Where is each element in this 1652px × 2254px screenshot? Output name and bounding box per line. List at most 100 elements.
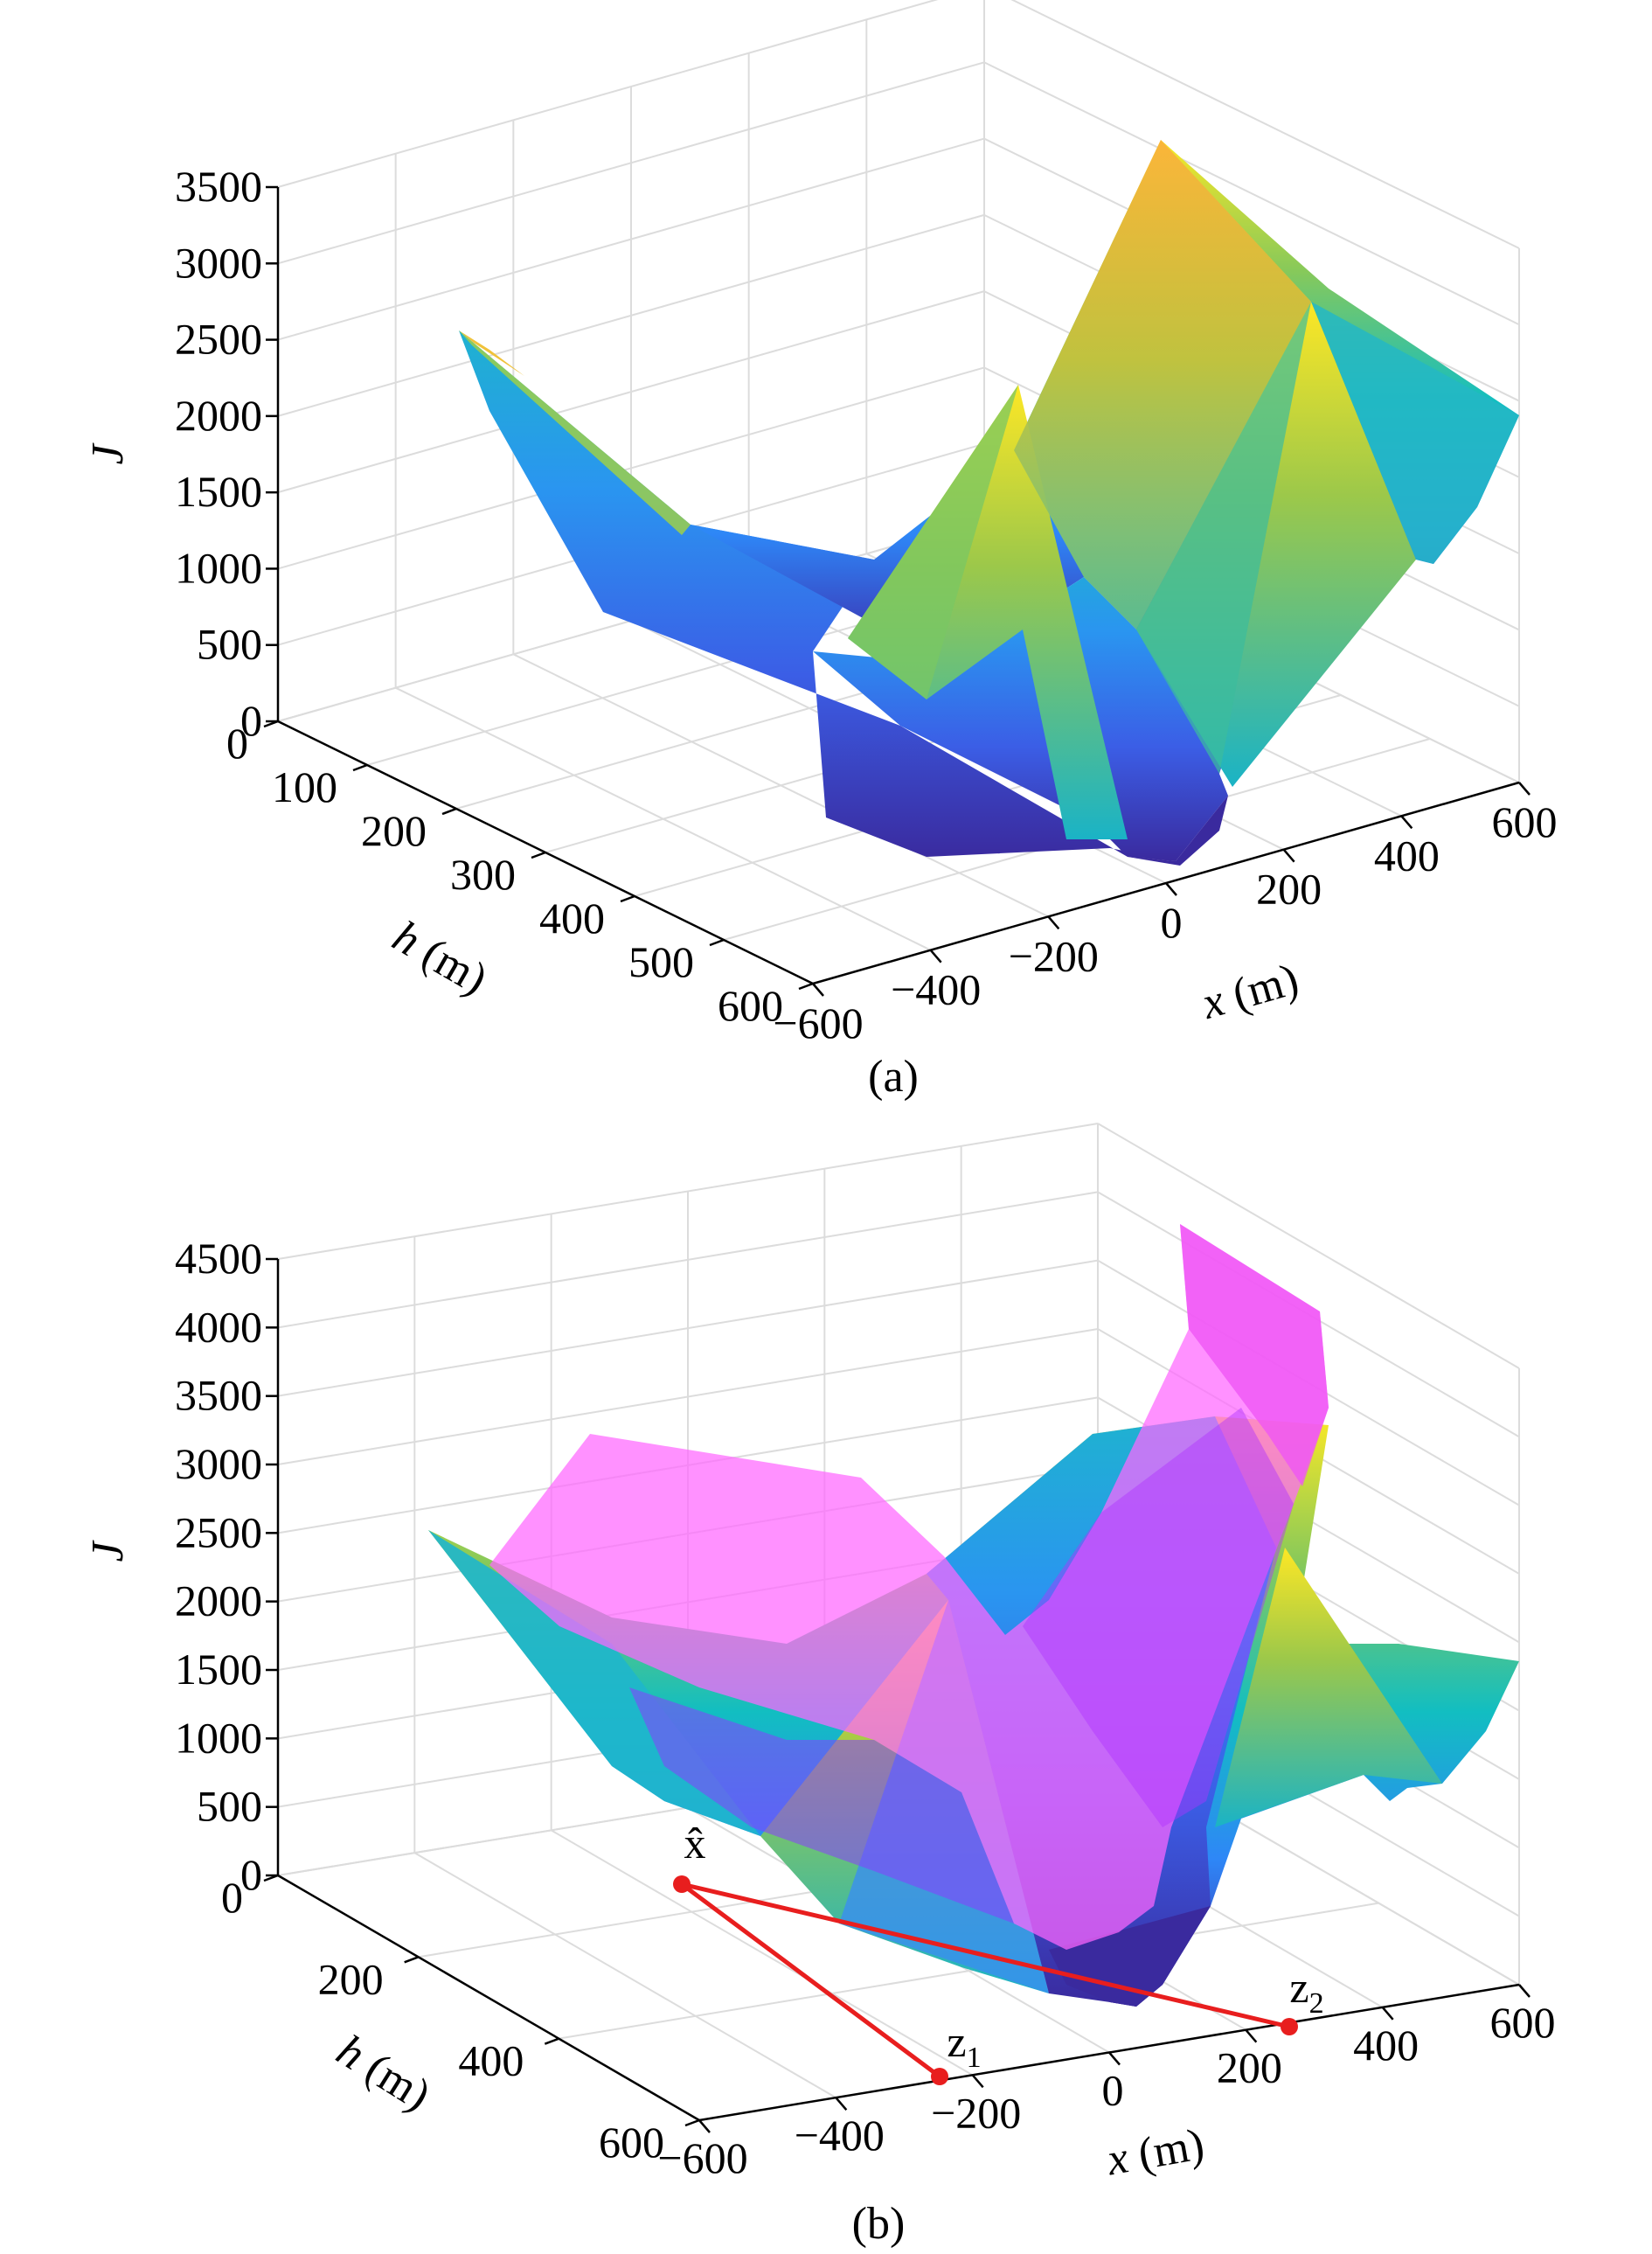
h-tick-mark [531, 851, 546, 859]
z-tick-label: 500 [197, 1782, 262, 1831]
h-ticks-a: 0 100 200 300 400 500 600 [226, 719, 814, 1030]
x-tick-mark [698, 2119, 711, 2133]
x-tick-mark [835, 2097, 848, 2111]
z-tick-label: 4000 [175, 1302, 262, 1351]
surface-a-peak-1-face [848, 385, 1018, 699]
h-tick-label: 400 [458, 2036, 524, 2085]
x-tick-label: 200 [1217, 2043, 1282, 2092]
surface-a-bottom [1128, 796, 1228, 866]
x-axis-label-a: x (m) [1196, 954, 1304, 1029]
h-tick-label: 100 [272, 762, 337, 811]
surface-a-left-edge [459, 330, 691, 535]
z-tick-label: 1000 [175, 1713, 262, 1762]
h-tick-label: 0 [221, 1873, 243, 1922]
h-tick-label: 600 [599, 2118, 664, 2167]
label-xhat: x̂ [684, 1819, 706, 1868]
x-axis-label-b: x (m) [1102, 2119, 1207, 2186]
x-tick-mark [1518, 1984, 1531, 1998]
x-tick-mark [929, 949, 942, 964]
x-tick-label: −400 [795, 2111, 885, 2160]
z-tick-label: 3500 [175, 1371, 262, 1420]
surface-a-peak-1 [848, 385, 1128, 839]
point-xhat [673, 1875, 691, 1893]
z-tick-label: 3000 [175, 238, 262, 287]
z-tick-label: 2000 [175, 1576, 262, 1625]
h-axis-label-a: h (m) [385, 912, 496, 1005]
point-z2 [1281, 2018, 1298, 2035]
panel-b: x̂ z1 z2 0500100015002000250030003500400… [83, 1123, 1556, 2249]
x-tick-mark [1047, 915, 1060, 930]
line-xhat-z1 [680, 1882, 941, 2079]
surface-a [459, 140, 1519, 866]
x-tick-label: 600 [1492, 797, 1558, 846]
x-tick-label: −200 [1009, 931, 1099, 980]
points-b: x̂ z1 z2 [673, 1819, 1324, 2085]
h-tick-mark [263, 1874, 279, 1882]
z-tick-label: 2500 [175, 315, 262, 364]
z-tick-label: 1500 [175, 1645, 262, 1694]
z-tick-label: 1000 [175, 543, 262, 592]
z-ticks-a: 0 500 1000 1500 2000 2500 3000 3500 [175, 162, 278, 745]
h-tick-mark [352, 763, 368, 772]
surface-a-left-edge-2 [459, 330, 524, 376]
caption-a: (a) [868, 1052, 919, 1102]
surface-a-peak-2-face [1136, 302, 1311, 774]
h-tick-label: 0 [226, 719, 248, 768]
x-tick-mark [1518, 782, 1531, 796]
z-axis-label-a: J [83, 442, 133, 465]
h-axis-label-b: h (m) [328, 2026, 439, 2121]
point-z1 [931, 2068, 948, 2085]
overlay-center-fold [1023, 1408, 1294, 1827]
h-tick-mark [620, 894, 635, 903]
x-tick-label: 0 [1102, 2066, 1124, 2115]
surface-b-peak-2 [1215, 1548, 1442, 1827]
label-z2: z2 [1289, 1963, 1323, 2020]
x-tick-mark [971, 2074, 984, 2089]
x-tick-mark [1400, 815, 1413, 830]
h-tick-mark [404, 1956, 420, 1964]
z-tick-label: 0 [240, 1850, 262, 1899]
x-tick-label: −600 [773, 998, 863, 1047]
z-tick-label: 3000 [175, 1439, 262, 1488]
z-tick-label: 2000 [175, 391, 262, 440]
overlay-valley-purple [629, 1687, 1014, 1924]
h-tick-label: 500 [628, 937, 694, 986]
x-tick-mark [1381, 2007, 1394, 2021]
x-tick-label: −600 [657, 2133, 747, 2182]
x-tick-mark [1282, 848, 1295, 863]
x-ticks-a: −600 −400 −200 0 200 400 600 [773, 782, 1558, 1047]
x-tick-mark [1165, 882, 1177, 896]
h-tick-label: 200 [318, 1954, 384, 2003]
overlay-left-sheet [489, 1224, 1329, 1950]
z-tick-label: 0 [240, 696, 262, 745]
x-tick-label: −200 [931, 2088, 1021, 2137]
x-tick-mark [1245, 2028, 1258, 2043]
h-tick-mark [709, 938, 725, 947]
surface-a-left-ridge [459, 330, 1176, 861]
h-tick-mark [798, 982, 814, 991]
z-tick-label: 4500 [175, 1234, 262, 1283]
z-tick-label: 500 [197, 620, 262, 669]
surface-a-right-wing [1311, 302, 1519, 564]
z-tick-label: 2500 [175, 1507, 262, 1556]
x-tick-label: 400 [1374, 831, 1440, 880]
overlay-right-wall [1180, 1224, 1329, 1486]
z-axis-label-b: J [83, 1540, 133, 1562]
h-tick-mark [684, 2118, 700, 2127]
h-tick-mark [544, 2037, 559, 2045]
h-tick-label: 200 [361, 806, 427, 855]
caption-b: (b) [852, 2199, 906, 2249]
x-tick-label: 400 [1353, 2021, 1419, 2070]
h-tick-label: 600 [718, 981, 783, 1030]
h-tick-label: 400 [539, 894, 605, 943]
surface-a-tall-peak [1014, 140, 1311, 630]
x-tick-mark [812, 983, 824, 997]
overlay-surface-b [489, 1224, 1329, 1950]
x-tick-label: −400 [891, 965, 981, 1014]
z-tick-label: 3500 [175, 162, 262, 211]
z-tick-label: 1500 [175, 467, 262, 516]
x-tick-label: 0 [1161, 898, 1183, 947]
label-z1: z1 [947, 2017, 981, 2074]
h-tick-label: 300 [450, 850, 516, 899]
